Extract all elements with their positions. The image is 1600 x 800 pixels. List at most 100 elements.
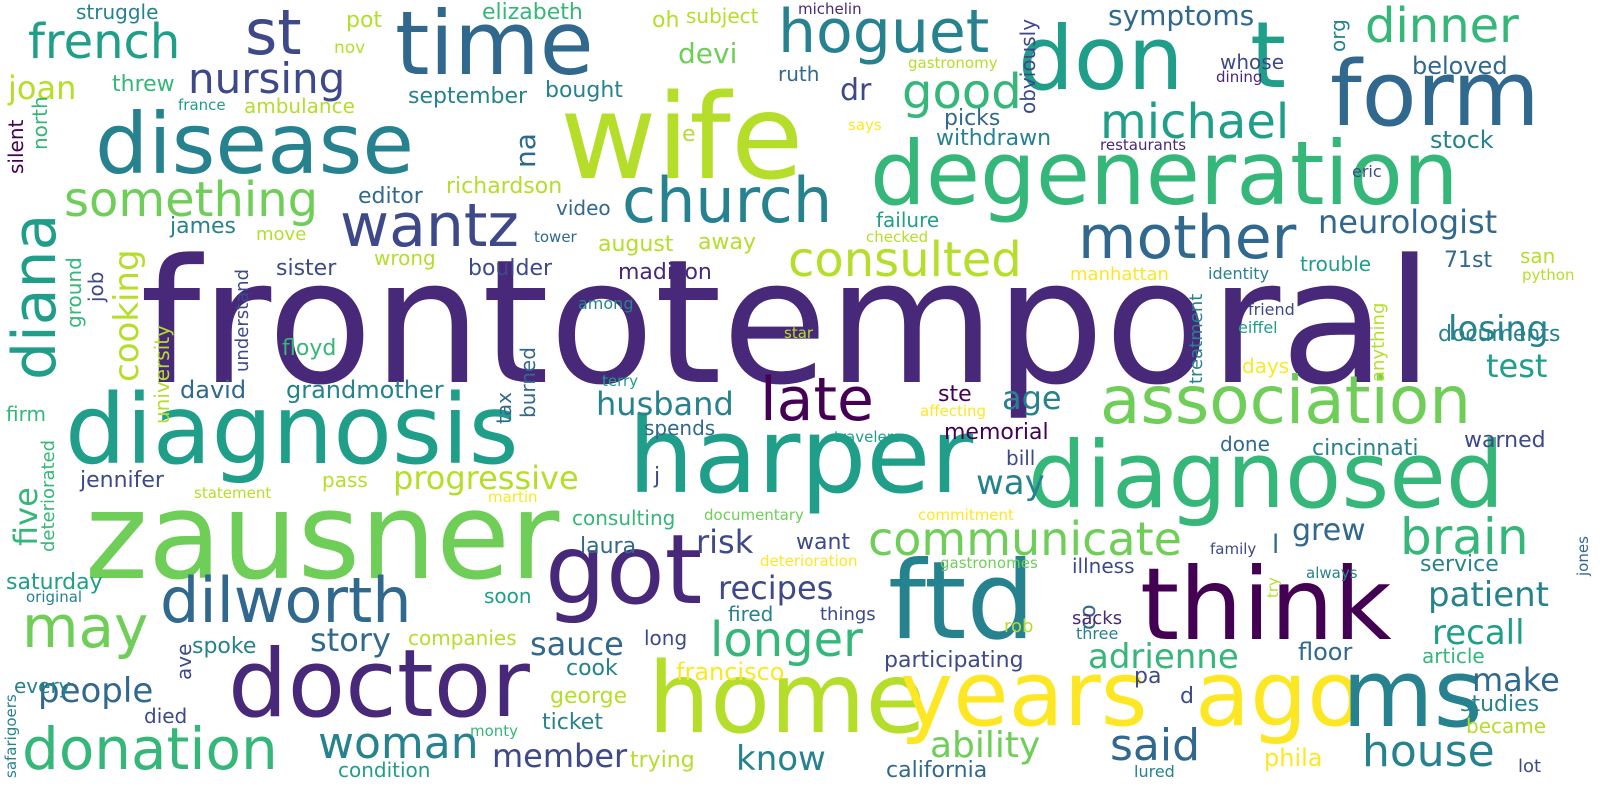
word-subject: subject bbox=[686, 4, 759, 28]
word-want: want bbox=[796, 530, 851, 555]
word-said: said bbox=[1110, 720, 1201, 771]
word-says: says bbox=[848, 116, 882, 134]
word-grew: grew bbox=[1292, 513, 1366, 548]
word-boulder: boulder bbox=[468, 256, 553, 281]
word-every: every bbox=[14, 674, 71, 698]
word-anything: anything bbox=[1368, 302, 1389, 382]
word-diagnosed: diagnosed bbox=[1028, 422, 1505, 529]
word-good: good bbox=[902, 64, 1022, 120]
word-bill: bill bbox=[1006, 446, 1036, 470]
word-nursing: nursing bbox=[188, 54, 346, 103]
word-story: story bbox=[310, 621, 391, 659]
word-disease: disease bbox=[95, 95, 415, 193]
word-statement: statement bbox=[194, 484, 272, 502]
word-away: away bbox=[698, 230, 756, 255]
word-adrienne: adrienne bbox=[1088, 637, 1239, 677]
word-t: t bbox=[1250, 2, 1287, 109]
word-devi: devi bbox=[678, 37, 738, 70]
word-cooking: cooking bbox=[107, 249, 147, 382]
word-gastronomes: gastronomes bbox=[940, 554, 1038, 572]
word-star: star bbox=[784, 324, 814, 342]
word-always: always bbox=[1306, 564, 1358, 582]
word-north: north bbox=[28, 96, 52, 150]
word-california: california bbox=[886, 758, 988, 783]
word-video: video bbox=[556, 196, 611, 220]
word-cincinnati: cincinnati bbox=[1312, 436, 1419, 461]
word-member: member bbox=[492, 737, 628, 775]
word-way: way bbox=[976, 463, 1045, 503]
word-lured: lured bbox=[1134, 762, 1175, 781]
word-nov: nov bbox=[334, 38, 366, 58]
word-ruth: ruth bbox=[778, 62, 820, 86]
word-friend: friend bbox=[1248, 300, 1295, 319]
word-floor: floor bbox=[1298, 638, 1353, 666]
word-dilworth: dilworth bbox=[160, 564, 412, 637]
word-warned: warned bbox=[1464, 428, 1546, 453]
word-dining: dining bbox=[1216, 68, 1263, 86]
word-michelin: michelin bbox=[798, 0, 862, 18]
word-late: late bbox=[760, 365, 874, 435]
word-wrong: wrong bbox=[374, 246, 436, 270]
word-years: years bbox=[900, 642, 1148, 747]
word-editor: editor bbox=[358, 184, 423, 209]
word-safarigoers: safarigoers bbox=[2, 694, 20, 778]
word-university: university bbox=[150, 325, 174, 424]
word-consulting: consulting bbox=[572, 506, 676, 530]
word-d: d bbox=[1180, 684, 1194, 709]
word-soon: soon bbox=[484, 584, 532, 608]
word-withdrawn: withdrawn bbox=[936, 126, 1052, 151]
word-ms: ms bbox=[1342, 640, 1483, 749]
word-manhattan: manhattan bbox=[1070, 264, 1169, 285]
word-recall: recall bbox=[1432, 613, 1525, 653]
word-patient: patient bbox=[1428, 575, 1549, 615]
word-home: home bbox=[648, 642, 926, 756]
word-floyd: floyd bbox=[282, 336, 337, 361]
word-silent: silent bbox=[4, 119, 28, 174]
word-think: think bbox=[1140, 546, 1392, 663]
word-picks: picks bbox=[944, 106, 1001, 131]
word-treatment: treatment bbox=[1186, 293, 1207, 384]
word-mother: mother bbox=[1078, 203, 1297, 273]
word-struggle: struggle bbox=[76, 0, 159, 24]
word-september: september bbox=[408, 84, 528, 109]
word-deteriorated: deteriorated bbox=[38, 439, 59, 552]
word-frontotemporal: frontotemporal bbox=[140, 222, 1434, 423]
word-among: among bbox=[578, 294, 634, 313]
word-madison: madison bbox=[618, 260, 712, 285]
word-test: test bbox=[1486, 347, 1548, 385]
word-michael: michael bbox=[1100, 94, 1290, 150]
word-companies: companies bbox=[408, 626, 517, 650]
word-org: org bbox=[1326, 19, 1350, 52]
word-ave: ave bbox=[172, 643, 196, 680]
word-don: don bbox=[1018, 7, 1184, 110]
word-checked: checked bbox=[866, 228, 929, 246]
word-wife: wife bbox=[560, 68, 804, 206]
word-lot: lot bbox=[1518, 756, 1542, 777]
word-ago: ago bbox=[1195, 642, 1363, 747]
word-became: became bbox=[1466, 714, 1547, 738]
word-spends: spends bbox=[644, 416, 716, 440]
word-long: long bbox=[644, 626, 688, 650]
word-degeneration: degeneration bbox=[870, 122, 1459, 225]
word-done: done bbox=[1220, 432, 1270, 456]
word-french: french bbox=[28, 14, 181, 70]
word-documents: documents bbox=[1438, 322, 1561, 347]
word-doctor: doctor bbox=[228, 630, 530, 739]
word-saturday: saturday bbox=[6, 570, 103, 595]
word-71st: 71st bbox=[1444, 248, 1493, 273]
word-martin: martin bbox=[488, 488, 538, 506]
word-things: things bbox=[820, 604, 876, 625]
word-joan: joan bbox=[8, 69, 77, 107]
word-something: something bbox=[64, 172, 319, 228]
word-losing: losing bbox=[1448, 309, 1549, 349]
word-longer: longer bbox=[710, 612, 863, 668]
word-obviously: obviously bbox=[1016, 18, 1040, 114]
word-church: church bbox=[622, 164, 833, 237]
word-phila: phila bbox=[1264, 744, 1323, 772]
word-pass: pass bbox=[322, 468, 368, 492]
word-got: got bbox=[545, 514, 703, 626]
word-risk: risk bbox=[696, 523, 754, 561]
word-condition: condition bbox=[338, 758, 431, 782]
word-donation: donation bbox=[22, 715, 278, 783]
